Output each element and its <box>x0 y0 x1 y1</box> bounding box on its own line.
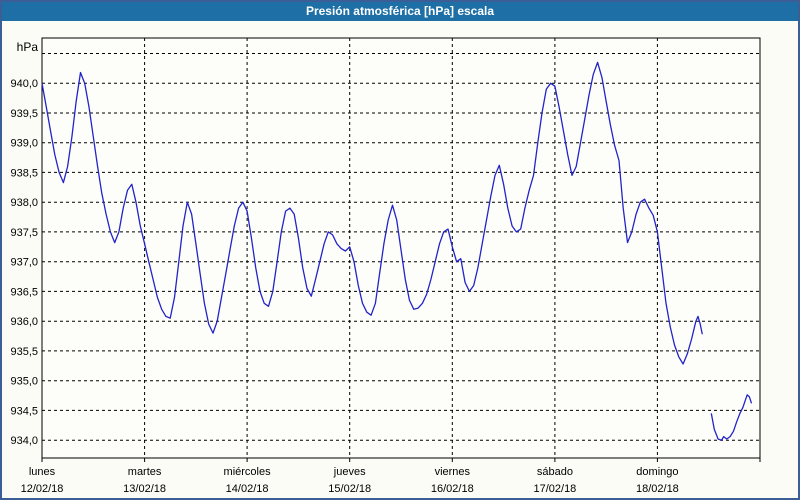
x-tick-date-label: 14/02/18 <box>226 483 269 495</box>
y-tick-label: 938,0 <box>10 197 38 209</box>
y-tick-label: 936,0 <box>10 316 38 328</box>
plot-border <box>41 37 761 459</box>
x-tick-date-label: 15/02/18 <box>328 483 371 495</box>
y-tick-label: 934,5 <box>10 405 38 417</box>
x-tick-day-label: sábado <box>537 466 573 478</box>
y-tick-label: 935,0 <box>10 376 38 388</box>
y-tick-label: 937,0 <box>10 257 38 269</box>
x-tick-day-label: viernes <box>435 466 471 478</box>
y-tick-label: 934,0 <box>10 435 38 447</box>
window-title-bar: Presión atmosférica [hPa] escala <box>2 2 798 21</box>
x-tick-date-label: 18/02/18 <box>636 483 679 495</box>
x-tick-date-label: 12/02/18 <box>21 483 64 495</box>
y-tick-label: 939,0 <box>10 138 38 150</box>
window-title: Presión atmosférica [hPa] escala <box>305 4 495 18</box>
y-tick-label: 938,5 <box>10 167 38 179</box>
x-tick-day-label: jueves <box>333 466 366 478</box>
y-axis-unit-label: hPa <box>17 40 39 54</box>
x-tick-date-label: 13/02/18 <box>123 483 166 495</box>
x-tick-date-label: 17/02/18 <box>533 483 576 495</box>
y-tick-label: 935,5 <box>10 346 38 358</box>
x-tick-day-label: miércoles <box>224 466 272 478</box>
y-tick-label: 937,5 <box>10 227 38 239</box>
y-tick-label: 936,5 <box>10 286 38 298</box>
x-tick-day-label: domingo <box>636 466 678 478</box>
chart-canvas: 940,0 939,5 939,0 938,5 938,0 937,5 937,0 936,5… <box>10 37 761 495</box>
x-tick-day-label: martes <box>128 466 162 478</box>
y-tick-label: 939,5 <box>10 108 38 120</box>
y-tick-label: 940,0 <box>10 78 38 90</box>
x-tick-day-label: lunes <box>29 466 56 478</box>
pressure-line-segment-1 <box>41 61 703 365</box>
pressure-line-segment-2 <box>710 394 753 441</box>
x-tick-date-label: 16/02/18 <box>431 483 474 495</box>
